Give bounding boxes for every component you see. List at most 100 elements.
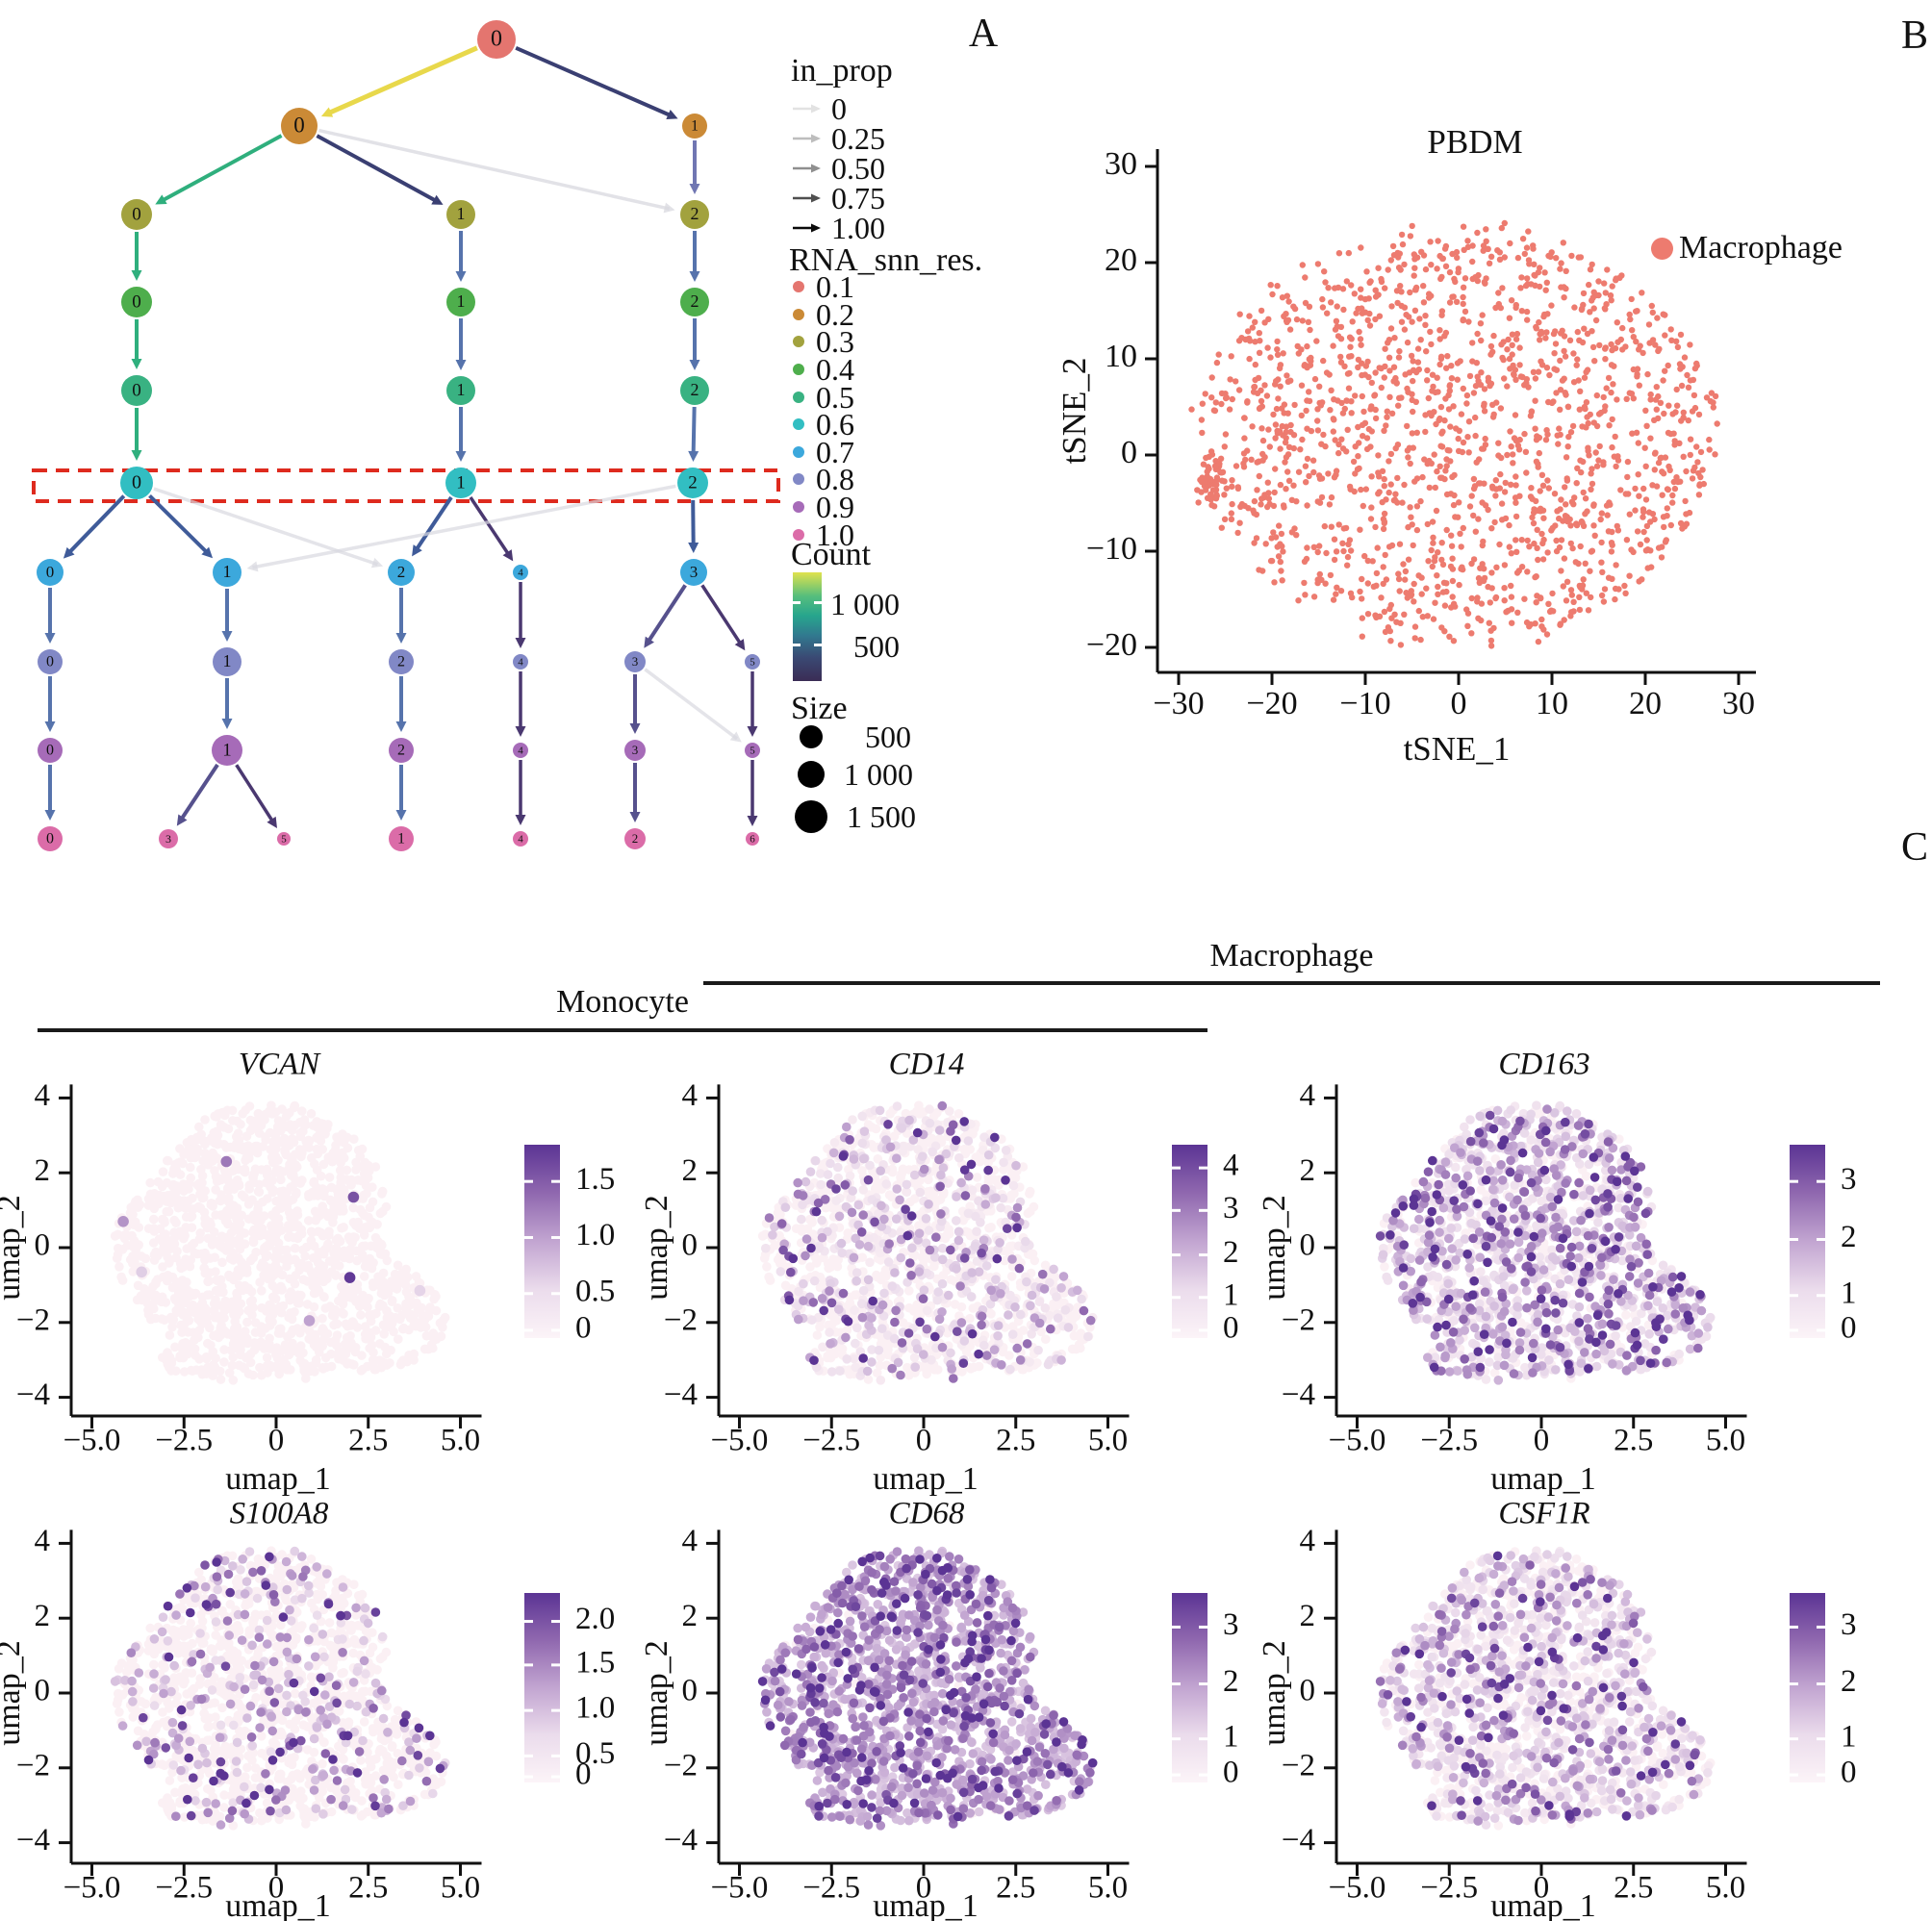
size-item-label: 1 500 (847, 799, 916, 834)
x-tick-label: −2.5 (802, 1424, 860, 1458)
umap-title-CD68: CD68 (889, 1497, 965, 1531)
umap-xlabel: umap_1 (225, 1888, 331, 1921)
res-item-label: 0.5 (816, 379, 854, 415)
cluster-node-label: 5 (750, 657, 755, 669)
cbar-tick-label: 0 (1841, 1311, 1857, 1346)
cbar-tick-label: 2 (1841, 1220, 1857, 1254)
cbar-tick-label: 0 (1223, 1311, 1239, 1346)
res-color-dot (793, 528, 804, 541)
cluster-node-label: 0 (46, 563, 55, 581)
macrophage-legend-label: Macrophage (1679, 230, 1843, 265)
cluster-node-label: 2 (688, 472, 698, 493)
x-tick-label: 5.0 (441, 1871, 480, 1906)
size-circle-icon (800, 725, 823, 748)
res-legend: 0.1 0.2 0.3 0.4 0.5 0.6 0.7 0.8 0.9 1.0 (793, 271, 854, 552)
res-color-dot (793, 501, 804, 514)
y-tick-label: 0 (682, 1674, 699, 1708)
in-prop-legend: 0 0.25 0.50 0.75 1.00 (791, 90, 885, 243)
colorbar-CD14: 4 3 2 10 (1172, 1145, 1239, 1346)
in-prop-item-0: 0 (791, 90, 885, 126)
panel-label-a: A (968, 12, 999, 56)
cluster-node-res0.5-1 (446, 376, 475, 405)
y-tick-label: 2 (1300, 1599, 1316, 1633)
size-legend-title: Size (791, 691, 848, 726)
cluster-node-res0.3-1 (446, 200, 475, 229)
cluster-node-label: 1 (223, 562, 232, 581)
res-item-0.6: 0.6 (793, 409, 854, 440)
cluster-node-label: 3 (690, 563, 699, 581)
cluster-node-res0.1-0 (477, 20, 516, 59)
cluster-node-label: 0 (132, 380, 141, 400)
y-tick-label: −2 (16, 1748, 50, 1782)
y-tick-label: 4 (1300, 1078, 1316, 1113)
cluster-node-res0.8-0 (38, 649, 63, 674)
count-colorbar (793, 572, 822, 681)
x-tick-label: 5.0 (1706, 1871, 1745, 1906)
umap-xlabel: umap_1 (1490, 1888, 1596, 1921)
umap-points-CSF1R (1375, 1546, 1716, 1831)
cluster-node-label: 0 (293, 113, 305, 137)
y-tick-label: −20 (1086, 627, 1137, 663)
res-item-label: 1.0 (816, 517, 854, 552)
cbar-tick-label: 1 (1223, 1719, 1239, 1754)
tsne-title: PBDM (1427, 123, 1522, 161)
arrow-icon (791, 219, 824, 237)
umap-title-S100A8: S100A8 (230, 1497, 329, 1531)
umap-title-CD163: CD163 (1498, 1048, 1589, 1082)
x-tick-label: −5.0 (64, 1871, 121, 1906)
y-tick-label: 0 (1300, 1228, 1316, 1263)
cluster-node-res0.7-2 (388, 559, 415, 586)
y-tick-label: 0 (35, 1674, 51, 1708)
cluster-node-label: 4 (518, 568, 523, 579)
cluster-node-res0.7-3 (680, 559, 707, 586)
res-item-0.4: 0.4 (793, 354, 854, 385)
cluster-node-res0.6-1 (445, 468, 476, 498)
cbar-tick-label: 4 (1223, 1149, 1239, 1183)
monocyte-group-header: Monocyte (556, 984, 689, 1020)
cluster-node-res0.9-2 (389, 738, 414, 763)
x-tick-label: −5.0 (711, 1871, 769, 1906)
colorbar-CD68: 3 2 10 (1172, 1593, 1239, 1790)
tsne-xlabel: tSNE_1 (1404, 730, 1511, 768)
colorbar-S100A8: 2.0 1.5 1.0 0.50 (524, 1593, 615, 1792)
umap-ylabel: umap_2 (639, 1640, 674, 1746)
cluster-node-label: 0 (491, 27, 502, 52)
x-tick-label: −30 (1153, 686, 1204, 721)
in-prop-item-label: 0 (831, 90, 847, 126)
in-prop-item-label: 0.75 (831, 180, 885, 215)
x-tick-label: 0 (1534, 1871, 1550, 1906)
cluster-node-label: 4 (518, 746, 523, 757)
x-tick-label: −10 (1339, 686, 1390, 721)
cluster-node-label: 0 (132, 291, 141, 312)
y-tick-label: 2 (682, 1599, 699, 1633)
x-tick-label: −5.0 (711, 1424, 769, 1458)
umap-ylabel: umap_2 (1257, 1640, 1292, 1746)
cluster-node-label: 3 (165, 832, 171, 846)
cluster-node-res0.9-4 (513, 743, 528, 758)
y-tick-label: −2 (664, 1748, 698, 1782)
x-tick-label: 0 (1534, 1424, 1550, 1458)
y-tick-label: −4 (1282, 1378, 1315, 1412)
umap-ylabel: umap_2 (1257, 1195, 1292, 1301)
count-tick-mark (793, 601, 801, 604)
x-tick-label: −2.5 (1420, 1871, 1478, 1906)
y-tick-label: 2 (35, 1153, 51, 1188)
umap-xlabel: umap_1 (1490, 1461, 1596, 1497)
x-tick-label: 5.0 (1706, 1424, 1745, 1458)
umap-points-S100A8 (110, 1546, 450, 1831)
y-tick-label: 0 (1300, 1674, 1316, 1708)
y-tick-label: −4 (664, 1823, 698, 1858)
cluster-node-res1.0-2 (624, 828, 646, 849)
x-tick-label: 5.0 (1088, 1871, 1128, 1906)
cluster-node-label: 1 (691, 118, 699, 135)
y-tick-label: 4 (1300, 1524, 1316, 1558)
cluster-node-res0.9-3 (624, 740, 646, 761)
res-item-0.8: 0.8 (793, 464, 854, 494)
count-tick-mark (793, 644, 801, 646)
res-item-0.1: 0.1 (793, 271, 854, 302)
in-prop-item-1.00: 1.00 (791, 213, 885, 243)
res-item-label: 0.2 (816, 296, 854, 332)
umap-title-CSF1R: CSF1R (1498, 1497, 1589, 1531)
x-tick-label: 20 (1629, 686, 1662, 721)
